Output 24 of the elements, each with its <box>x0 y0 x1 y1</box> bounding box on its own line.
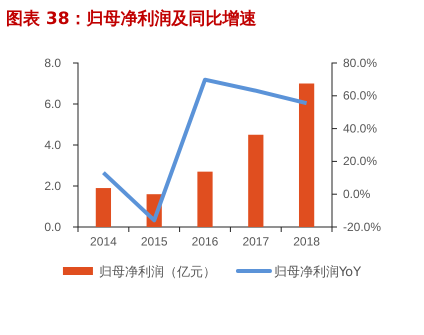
y-tick-label: 8.0 <box>44 56 62 70</box>
y2-tick-label: 80.0% <box>343 56 378 70</box>
x-tick-label: 2017 <box>242 234 270 249</box>
legend-label: 归母净利润YoY <box>274 265 362 280</box>
bar <box>298 84 314 227</box>
y2-tick-label: 40.0% <box>343 121 378 136</box>
bar <box>96 188 112 227</box>
y2-tick-label: -20.0% <box>343 220 382 234</box>
y-tick-label: 4.0 <box>44 138 62 152</box>
y2-tick-label: 60.0% <box>343 88 378 103</box>
bar <box>197 172 213 227</box>
y-tick-label: 6.0 <box>44 96 62 111</box>
y2-tick-label: 20.0% <box>343 154 378 168</box>
line-series <box>101 78 309 222</box>
y-tick-label: 2.0 <box>44 178 62 193</box>
legend-label: 归母净利润（亿元） <box>98 265 216 280</box>
x-tick-label: 2014 <box>90 234 118 249</box>
bar <box>248 134 264 227</box>
x-tick-label: 2018 <box>293 234 320 249</box>
y-tick-label: 0.0 <box>44 220 62 234</box>
chart-title: 图表 38：归母净利润及同比增速 <box>6 9 257 29</box>
y2-tick-label: 0.0% <box>343 187 371 202</box>
x-tick-label: 2015 <box>140 234 168 249</box>
x-tick-label: 2016 <box>192 234 219 249</box>
